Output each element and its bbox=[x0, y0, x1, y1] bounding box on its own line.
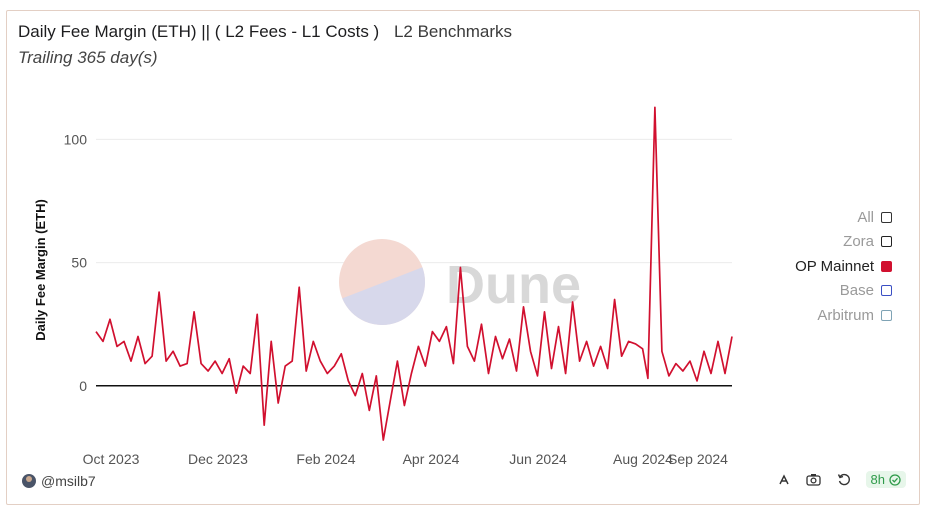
fork-icon[interactable] bbox=[776, 472, 792, 488]
last-refresh-badge[interactable]: 8h bbox=[865, 471, 906, 488]
y-tick-label: 100 bbox=[64, 131, 88, 147]
legend-swatch-icon bbox=[881, 260, 892, 272]
author-handle: @msilb7 bbox=[41, 473, 96, 489]
y-tick-label: 50 bbox=[71, 255, 87, 271]
legend-label: Arbitrum bbox=[817, 306, 874, 324]
legend-swatch-icon bbox=[881, 309, 892, 321]
chart-title[interactable]: Daily Fee Margin (ETH) || ( L2 Fees - L1… bbox=[18, 22, 380, 41]
avatar bbox=[22, 474, 36, 488]
legend-item-arbitrum[interactable]: Arbitrum bbox=[692, 303, 892, 328]
legend-item-op-mainnet[interactable]: OP Mainnet bbox=[692, 254, 892, 279]
x-tick-label: Sep 2024 bbox=[668, 451, 728, 467]
y-axis-ticks: 0 50 100 bbox=[64, 131, 88, 393]
chart-header: Daily Fee Margin (ETH) || ( L2 Fees - L1… bbox=[18, 22, 512, 42]
legend-item-base[interactable]: Base bbox=[692, 279, 892, 304]
legend-item-all[interactable]: All bbox=[692, 205, 892, 230]
x-tick-label: Oct 2023 bbox=[83, 451, 140, 467]
x-tick-label: Feb 2024 bbox=[296, 451, 355, 467]
check-circle-icon bbox=[889, 473, 901, 486]
x-tick-label: Apr 2024 bbox=[403, 451, 460, 467]
x-tick-label: Jun 2024 bbox=[509, 451, 567, 467]
x-tick-label: Aug 2024 bbox=[613, 451, 673, 467]
gridlines bbox=[96, 138, 732, 264]
y-tick-label: 0 bbox=[79, 378, 87, 394]
series-line-op-mainnet bbox=[95, 106, 733, 441]
footer-toolbar: 8h bbox=[776, 471, 906, 488]
watermark-logo-lower-icon bbox=[342, 267, 425, 325]
dashboard-tag[interactable]: L2 Benchmarks bbox=[393, 22, 513, 41]
chart-card bbox=[6, 10, 920, 505]
y-axis-label: Daily Fee Margin (ETH) bbox=[33, 199, 48, 341]
author[interactable]: @msilb7 bbox=[22, 473, 96, 489]
chart-legend: All Zora OP Mainnet Base Arbitrum bbox=[692, 205, 892, 328]
refresh-icon[interactable] bbox=[836, 472, 852, 488]
watermark-text: Dune bbox=[446, 255, 581, 315]
legend-label: All bbox=[857, 208, 874, 226]
dune-watermark: Dune bbox=[339, 239, 581, 325]
camera-icon[interactable] bbox=[806, 472, 822, 488]
legend-swatch-icon bbox=[881, 211, 892, 223]
chart-subtitle: Trailing 365 day(s) bbox=[18, 48, 158, 67]
legend-label: Zora bbox=[843, 233, 874, 251]
x-axis-ticks: Oct 2023 Dec 2023 Feb 2024 Apr 2024 Jun 2024… bbox=[83, 451, 729, 467]
legend-item-zora[interactable]: Zora bbox=[692, 230, 892, 255]
legend-label: OP Mainnet bbox=[795, 257, 874, 275]
legend-swatch-icon bbox=[881, 285, 892, 297]
legend-swatch-icon bbox=[881, 236, 892, 248]
legend-label: Base bbox=[839, 282, 874, 300]
last-refresh-label: 8h bbox=[870, 472, 885, 487]
x-tick-label: Dec 2023 bbox=[188, 451, 248, 467]
